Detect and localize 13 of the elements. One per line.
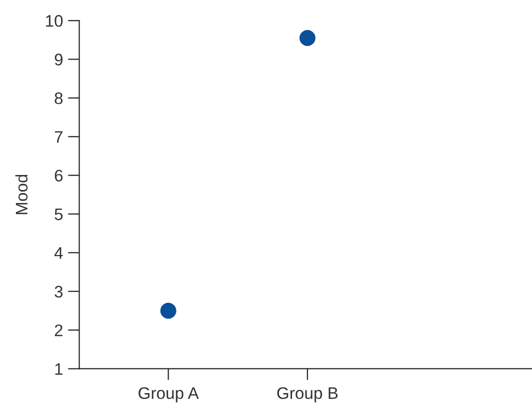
y-axis-title: Mood: [15, 174, 28, 214]
x-tick-label: Group A: [138, 387, 199, 402]
y-tick-label: 10: [46, 15, 63, 27]
y-tick-label: 5: [54, 208, 63, 220]
y-tick-label: 2: [54, 324, 62, 336]
y-tick-label: 9: [54, 54, 63, 66]
x-tick-label: Group B: [277, 387, 338, 402]
y-tick-label: 8: [54, 92, 63, 104]
y-tick-label: 7: [54, 131, 62, 143]
y-tick-label: 3: [54, 286, 63, 298]
y-tick-label: 4: [54, 247, 63, 259]
y-tick-label: 1: [55, 363, 62, 375]
y-tick-label: 6: [54, 170, 63, 182]
